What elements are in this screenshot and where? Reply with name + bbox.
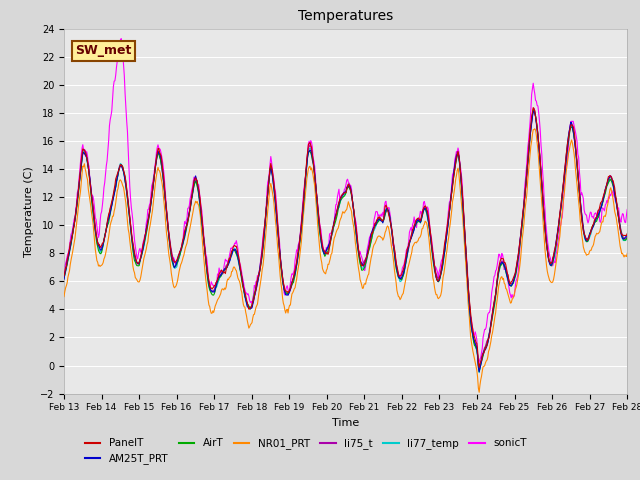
li75_t <box>70 222 78 228</box>
li75_t <box>215 273 223 279</box>
NR01_PRT <box>186 228 193 234</box>
AM25T_PRT <box>215 275 223 280</box>
AirT <box>623 235 631 240</box>
Text: SW_met: SW_met <box>76 44 132 57</box>
li75_t <box>128 238 136 244</box>
li77_temp <box>414 217 422 223</box>
X-axis label: Time: Time <box>332 418 359 428</box>
sonicT <box>216 269 224 275</box>
AM25T_PRT <box>530 108 538 114</box>
AM25T_PRT <box>431 264 438 270</box>
Line: PanelT: PanelT <box>64 108 627 367</box>
li77_temp <box>128 239 136 244</box>
AM25T_PRT <box>476 369 483 375</box>
li77_temp <box>623 234 631 240</box>
Line: li75_t: li75_t <box>64 108 627 370</box>
li75_t <box>431 264 438 269</box>
li77_temp <box>186 210 193 216</box>
PanelT <box>414 216 422 221</box>
sonicT <box>623 206 631 212</box>
NR01_PRT <box>623 251 631 256</box>
PanelT <box>431 263 438 268</box>
NR01_PRT <box>431 285 438 290</box>
li75_t <box>186 209 193 215</box>
Y-axis label: Temperature (C): Temperature (C) <box>24 166 35 257</box>
NR01_PRT <box>414 238 422 244</box>
sonicT <box>60 266 68 272</box>
AirT <box>414 219 422 225</box>
AirT <box>128 241 136 247</box>
AirT <box>476 369 483 374</box>
Line: li77_temp: li77_temp <box>64 110 627 372</box>
li77_temp <box>215 277 223 283</box>
NR01_PRT <box>476 389 483 395</box>
AirT <box>431 267 438 273</box>
AM25T_PRT <box>128 237 136 243</box>
li77_temp <box>431 264 438 270</box>
NR01_PRT <box>128 255 136 261</box>
AM25T_PRT <box>414 217 422 223</box>
AirT <box>215 275 223 281</box>
Line: sonicT: sonicT <box>64 38 627 362</box>
sonicT <box>415 216 422 221</box>
li77_temp <box>70 221 78 227</box>
NR01_PRT <box>215 295 223 300</box>
li75_t <box>623 232 631 238</box>
li77_temp <box>60 276 68 281</box>
AirT <box>186 211 193 216</box>
PanelT <box>476 364 483 370</box>
AirT <box>70 221 78 227</box>
AM25T_PRT <box>186 209 193 215</box>
sonicT <box>117 36 125 41</box>
sonicT <box>70 216 78 222</box>
AM25T_PRT <box>623 233 631 239</box>
Title: Temperatures: Temperatures <box>298 10 393 24</box>
li75_t <box>414 216 422 222</box>
PanelT <box>60 273 68 279</box>
li75_t <box>476 367 483 373</box>
Legend: PanelT, AM25T_PRT, AirT, NR01_PRT, li75_t, li77_temp, sonicT: PanelT, AM25T_PRT, AirT, NR01_PRT, li75_… <box>81 434 531 468</box>
sonicT <box>129 218 137 224</box>
li77_temp <box>530 108 538 113</box>
Line: AM25T_PRT: AM25T_PRT <box>64 111 627 372</box>
AirT <box>60 275 68 281</box>
NR01_PRT <box>60 294 68 300</box>
PanelT <box>215 271 223 277</box>
li77_temp <box>476 370 483 375</box>
PanelT <box>529 105 537 110</box>
PanelT <box>128 236 136 241</box>
sonicT <box>186 196 194 202</box>
PanelT <box>70 222 78 228</box>
li75_t <box>60 273 68 278</box>
AM25T_PRT <box>60 276 68 282</box>
AM25T_PRT <box>70 221 78 227</box>
NR01_PRT <box>531 126 539 132</box>
PanelT <box>623 231 631 237</box>
Line: NR01_PRT: NR01_PRT <box>64 129 627 392</box>
Line: AirT: AirT <box>64 110 627 372</box>
PanelT <box>186 210 193 216</box>
sonicT <box>431 264 439 270</box>
sonicT <box>476 360 483 365</box>
li75_t <box>530 105 538 111</box>
NR01_PRT <box>70 240 78 246</box>
AirT <box>529 107 537 113</box>
